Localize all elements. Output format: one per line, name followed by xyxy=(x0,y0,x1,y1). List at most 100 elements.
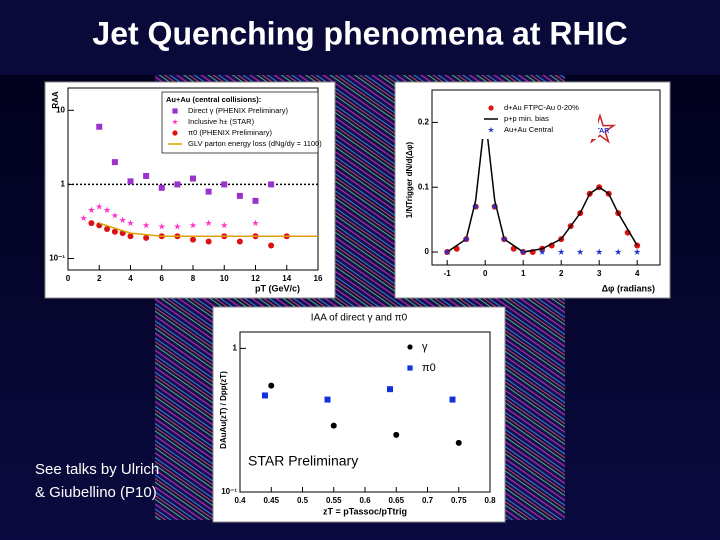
x-tick-label: 6 xyxy=(160,274,165,283)
point xyxy=(252,219,259,227)
point xyxy=(324,396,331,403)
point xyxy=(205,188,212,195)
point xyxy=(104,226,111,233)
y-axis-label: DAuAu(zT) / Dpp(zT) xyxy=(219,371,228,449)
legend-swatch xyxy=(407,365,413,371)
point xyxy=(614,248,622,255)
x-tick-label: 2 xyxy=(559,269,564,278)
point xyxy=(262,392,268,399)
x-tick-label: 0 xyxy=(483,269,488,278)
point xyxy=(174,181,181,188)
point xyxy=(190,236,196,243)
point xyxy=(205,238,212,245)
legend-label: d+Au FTPC-Au 0-20% xyxy=(504,103,579,112)
point xyxy=(330,422,337,429)
point xyxy=(190,175,196,182)
legend-box xyxy=(161,91,319,154)
x-tick-label: 0.5 xyxy=(297,496,309,505)
point xyxy=(268,181,275,188)
point xyxy=(236,192,243,199)
point xyxy=(455,439,462,446)
point xyxy=(462,235,470,242)
title-bar xyxy=(0,0,720,75)
annotation: STAR Preliminary xyxy=(248,453,358,469)
point xyxy=(189,221,197,229)
point xyxy=(472,203,480,210)
x-tick-label: 10 xyxy=(220,274,229,283)
logo-text: STAR xyxy=(591,128,610,135)
point xyxy=(538,248,546,255)
point xyxy=(119,216,127,224)
point xyxy=(142,221,150,229)
point xyxy=(576,248,584,255)
x-tick-label: 0.45 xyxy=(263,496,279,505)
x-tick-label: 1 xyxy=(521,269,526,278)
y-axis-label: RAA xyxy=(51,91,60,109)
plot-background xyxy=(212,306,506,523)
legend-swatch xyxy=(172,108,178,114)
point xyxy=(519,248,527,255)
point xyxy=(491,203,499,210)
plot-frame xyxy=(431,89,661,266)
legend-swatch xyxy=(488,126,494,133)
x-tick-label: 4 xyxy=(635,269,640,278)
y-tick-label: 10 xyxy=(56,105,65,114)
x-tick-label: -1 xyxy=(444,269,452,278)
point xyxy=(268,242,275,249)
note-line: See talks by Ulrich xyxy=(35,461,159,478)
x-tick-label: 0.65 xyxy=(388,496,404,505)
point xyxy=(80,214,88,222)
legend-swatch xyxy=(407,344,413,350)
legend-label: p+p min. bias xyxy=(504,114,549,123)
series-line xyxy=(99,222,318,237)
legend-label: Direct γ (PHENIX Preliminary) xyxy=(188,106,289,115)
point xyxy=(449,396,456,403)
x-tick-label: 0.4 xyxy=(234,496,246,505)
point xyxy=(88,206,95,214)
plot: -1 0 1 2 3 4 0 0.1 0.2 Δφ (radians) 1/NTrigger dN/… xyxy=(394,81,671,299)
point xyxy=(557,248,565,255)
x-tick-label: 0 xyxy=(66,274,71,283)
legend-label: GLV parton energy loss (dNg/dy = 1100) xyxy=(188,139,322,148)
legend-label: γ xyxy=(422,341,428,353)
point xyxy=(387,386,393,393)
y-axis-label: 1/NTrigger dN/d(Δφ) xyxy=(405,141,414,218)
x-tick-label: 12 xyxy=(251,274,260,283)
point xyxy=(173,222,181,230)
x-tick-label: 0.6 xyxy=(359,496,371,505)
point xyxy=(443,248,451,255)
legend-label: π0 xyxy=(422,362,436,374)
point xyxy=(103,206,111,214)
y-tick-label: 0.1 xyxy=(418,182,430,191)
x-axis-label: zT = pTassoc/pTtrig xyxy=(323,506,407,516)
legend-label: Au+Au Central xyxy=(504,125,553,134)
x-tick-label: 0.8 xyxy=(484,496,496,505)
point xyxy=(220,221,228,229)
y-tick-label: 0.2 xyxy=(418,118,430,127)
point xyxy=(88,220,95,227)
legend-swatch xyxy=(172,130,178,136)
legend-swatch xyxy=(488,105,494,111)
y-tick-label: 0 xyxy=(425,247,430,256)
x-tick-label: 4 xyxy=(128,274,133,283)
point xyxy=(500,235,508,242)
point xyxy=(205,219,213,227)
x-tick-label: 16 xyxy=(314,274,323,283)
point xyxy=(158,184,165,191)
x-tick-label: 0.7 xyxy=(422,496,434,505)
legend-title: Au+Au (central collisions): xyxy=(166,95,261,104)
plot-title: IAA of direct γ and π0 xyxy=(311,313,408,324)
point xyxy=(595,248,603,255)
y-tick-label: 1 xyxy=(61,180,66,189)
x-tick-label: 2 xyxy=(97,274,102,283)
point xyxy=(158,222,166,230)
y-tick-label: 10⁻¹ xyxy=(49,254,65,263)
x-tick-label: 0.75 xyxy=(451,496,467,505)
legend-swatch xyxy=(172,118,178,125)
x-axis-label: pT (GeV/c) xyxy=(255,283,300,293)
plot: 0 2 4 6 8 10 12 14 16 10⁻¹ 1 10 pT (GeV/c) RAA Au+Au (… xyxy=(44,81,336,299)
point xyxy=(111,211,119,219)
point xyxy=(96,123,103,130)
legend-label: π0 (PHENIX Preliminary) xyxy=(188,128,272,137)
